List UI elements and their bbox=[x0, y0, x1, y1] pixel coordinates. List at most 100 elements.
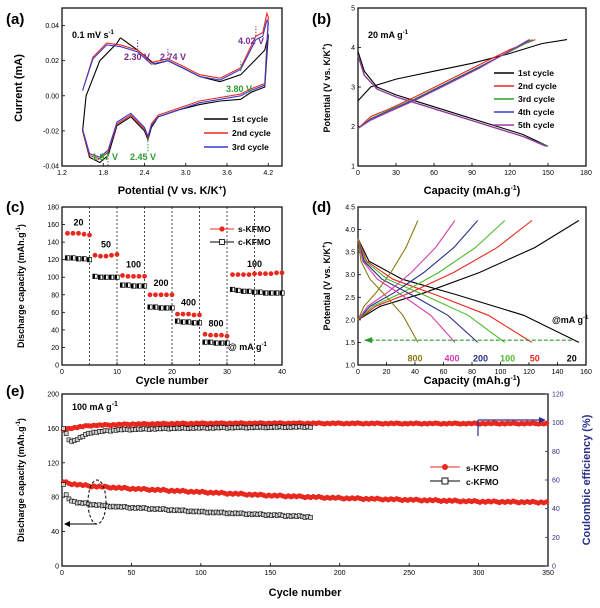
x-tick-label: 40 bbox=[278, 369, 286, 376]
x-tick-label: 180 bbox=[580, 170, 592, 177]
point-c-kfmo-efficiency bbox=[61, 426, 66, 431]
point-c-kfmo-half bbox=[131, 283, 134, 289]
legend-c-c-kfmo: c-KFMO bbox=[238, 237, 271, 247]
point-c-kfmo-capacity bbox=[308, 515, 313, 520]
point-c-kfmo-half bbox=[70, 255, 73, 261]
point-c-kfmo-half bbox=[230, 287, 233, 292]
rate-label-200: 200 bbox=[473, 353, 488, 363]
point-s-kfmo bbox=[158, 292, 164, 298]
rate-label: 200 bbox=[153, 278, 168, 288]
legend-e-s-kfmo: s-KFMO bbox=[466, 463, 499, 473]
point-c-kfmo-half bbox=[252, 289, 255, 295]
point-c-kfmo-half bbox=[169, 305, 172, 311]
point-c-kfmo-half bbox=[235, 288, 238, 293]
rate-curve-20-discharge bbox=[357, 238, 580, 343]
point-s-kfmo bbox=[120, 273, 125, 278]
point-s-kfmo bbox=[213, 332, 219, 338]
x-tick-label: 120 bbox=[523, 369, 535, 376]
panel-a-legend: 1st cycle 2nd cycle 3rd cycle bbox=[204, 114, 271, 152]
cv-curve-3rd-cycle bbox=[82, 19, 269, 158]
gcd-charge-5th-cycle bbox=[357, 39, 530, 129]
point-c-kfmo-half bbox=[279, 290, 282, 296]
point-s-kfmo bbox=[65, 230, 70, 236]
panel-b-label: (b) bbox=[312, 11, 331, 28]
y-tick-label: 0 bbox=[55, 564, 59, 571]
y-tick-label: 160 bbox=[47, 426, 59, 433]
point-s-kfmo bbox=[263, 271, 268, 277]
panel-e-ylabel-right: Coulombic efficiency (%) bbox=[581, 414, 593, 545]
panel-b-rate: 20 mA g-1 bbox=[368, 30, 409, 40]
legend-b-4th-cycle: 4th cycle bbox=[518, 107, 555, 117]
panel-e-ylabel: Discharge capacity (mAh.g-1) bbox=[16, 418, 26, 542]
point-c-kfmo-half bbox=[153, 304, 156, 310]
panel-d-rate-unit: @mA g-1 bbox=[552, 315, 589, 325]
x-tick-label: 160 bbox=[580, 369, 592, 376]
legend-b-1st-cycle: 1st cycle bbox=[518, 68, 554, 78]
y-tick-label: 0 bbox=[55, 363, 59, 370]
point-c-kfmo-half bbox=[208, 339, 211, 345]
x-tick-label: 100 bbox=[495, 369, 507, 376]
panel-e-legend: s-KFMO c-KFMO bbox=[430, 463, 499, 487]
x-tick-label: 150 bbox=[542, 170, 554, 177]
y-right-tick-label: 40 bbox=[552, 506, 560, 513]
rate-label: 50 bbox=[101, 240, 111, 250]
point-c-kfmo-half bbox=[98, 275, 101, 280]
point-c-kfmo-half bbox=[257, 289, 260, 295]
point-s-kfmo bbox=[241, 272, 246, 277]
annotation-4-02V: 4.02 V bbox=[238, 36, 264, 46]
y-tick-label: 3.5 bbox=[345, 250, 355, 257]
panel-e-label: (e) bbox=[6, 383, 24, 400]
rate-curve-100-discharge bbox=[357, 238, 506, 343]
gcd-charge-1st-cycle bbox=[357, 39, 568, 102]
x-tick-label: 200 bbox=[334, 570, 346, 577]
point-c-kfmo-half bbox=[109, 275, 112, 280]
y-tick-label: -0.02 bbox=[43, 128, 59, 135]
x-tick-label: 90 bbox=[468, 170, 476, 177]
y-tick-label: 120 bbox=[47, 460, 59, 467]
annotation-1-87V: 1.87 V bbox=[92, 152, 118, 162]
point-c-kfmo-capacity bbox=[61, 482, 66, 487]
point-s-kfmo bbox=[257, 271, 263, 277]
point-s-kfmo bbox=[70, 230, 76, 236]
rate-arrow-icon bbox=[363, 337, 373, 344]
x-tick-label: 140 bbox=[552, 369, 564, 376]
point-s-kfmo bbox=[153, 292, 158, 298]
legend-marker-c-c-kfmo bbox=[219, 239, 225, 245]
x-tick-label: 0 bbox=[356, 170, 360, 177]
point-s-kfmo-capacity bbox=[544, 499, 550, 505]
rate-curve-100-charge bbox=[357, 220, 506, 321]
x-tick-label: 60 bbox=[430, 170, 438, 177]
point-s-kfmo bbox=[92, 252, 98, 258]
point-c-kfmo-half bbox=[81, 256, 84, 261]
point-c-kfmo-half bbox=[191, 320, 194, 326]
legend-b-5th-cycle: 5th cycle bbox=[518, 120, 555, 130]
y-tick-label: 80 bbox=[51, 292, 59, 299]
y-tick-label: 60 bbox=[51, 310, 59, 317]
y-tick-label: 0.04 bbox=[45, 23, 59, 30]
x-tick-label: 3.0 bbox=[181, 170, 191, 177]
annotation-2-74V: 2.74 V bbox=[160, 52, 186, 62]
point-c-kfmo-half bbox=[202, 339, 205, 345]
y-tick-label: 5 bbox=[351, 6, 355, 13]
annotation-2-30V: 2.30 V bbox=[124, 52, 150, 62]
y-tick-label: 200 bbox=[47, 392, 59, 399]
x-tick-label: 120 bbox=[504, 170, 516, 177]
panel-d-xlabel: Capacity (mAh.g-1) bbox=[424, 375, 521, 387]
rate-curve-800-charge bbox=[357, 220, 419, 321]
y-tick-label: 2.0 bbox=[345, 317, 355, 324]
point-c-kfmo-half bbox=[263, 290, 266, 296]
x-tick-label: 60 bbox=[440, 369, 448, 376]
x-tick-label: 300 bbox=[473, 570, 485, 577]
point-s-kfmo bbox=[76, 230, 81, 236]
y-right-tick-label: 100 bbox=[552, 420, 564, 427]
point-s-kfmo-efficiency bbox=[544, 420, 550, 426]
point-s-kfmo bbox=[98, 253, 103, 259]
x-tick-label: 150 bbox=[264, 570, 276, 577]
point-c-kfmo-efficiency bbox=[308, 425, 313, 430]
y-tick-label: 3 bbox=[351, 85, 355, 92]
panel-a: (a) 1.2 1.8 2.4 3.0 3.6 4.2 -0.04 -0.02 0.00 0.02… bbox=[6, 7, 283, 197]
rate-label: 100 bbox=[126, 260, 141, 270]
rate-label: 400 bbox=[181, 297, 196, 307]
y-right-tick-label: 0 bbox=[552, 564, 556, 571]
x-tick-label: 0 bbox=[60, 570, 64, 577]
